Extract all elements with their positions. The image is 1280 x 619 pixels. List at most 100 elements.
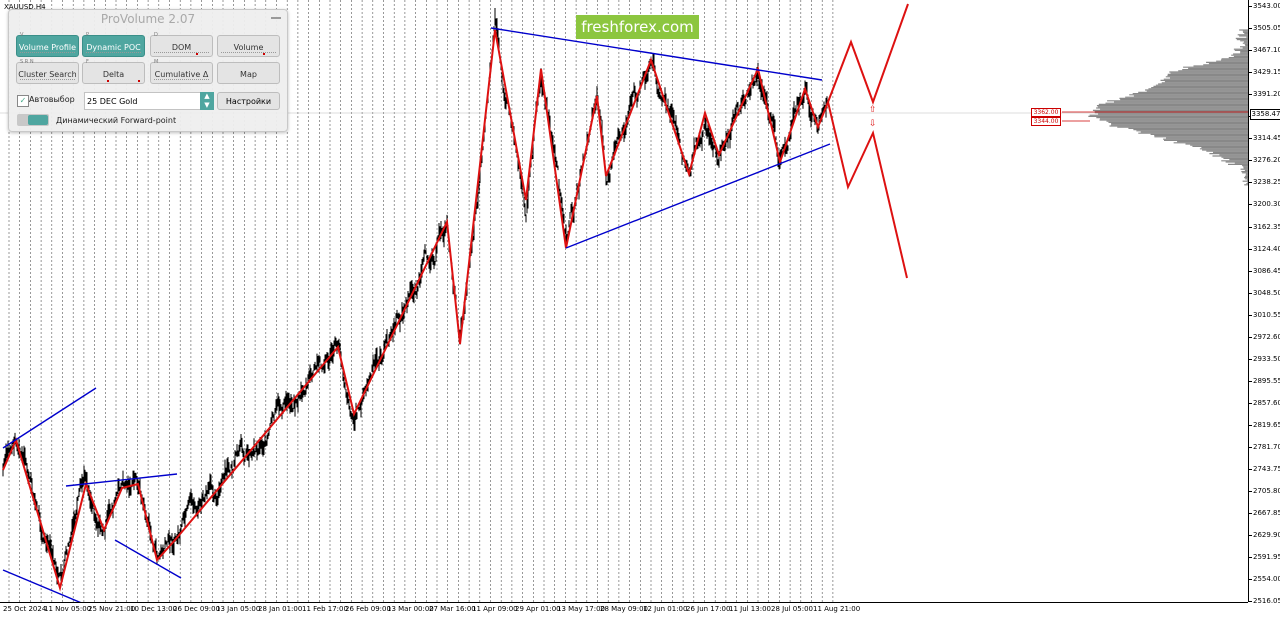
trendline [565, 143, 831, 249]
price-tick-label: 3467.10 [1249, 46, 1280, 55]
price-tick-label: 3314.45 [1249, 134, 1280, 143]
status-dot [107, 80, 109, 82]
price-tick-label: 3086.45 [1249, 266, 1280, 275]
panel-title: ProVolume 2.07 [100, 12, 196, 26]
dom-button[interactable]: D DOM [150, 32, 213, 57]
price-tick-label: 3543.00 [1249, 2, 1280, 10]
price-tick-label: 3238.25 [1249, 178, 1280, 187]
button-label: Map [240, 70, 257, 79]
hotkey-label: F [86, 59, 89, 65]
hotkey-label: V [20, 32, 24, 38]
time-tick-label: 25 Nov 21:00 [88, 605, 136, 613]
price-tick-label: 3505.05 [1249, 24, 1280, 33]
current-price-label: 3358.47 [1250, 109, 1280, 120]
price-tick-label: 2933.50 [1249, 354, 1280, 363]
zigzag-line [2, 29, 829, 592]
status-dot [263, 53, 265, 55]
time-tick-label: 27 Mar 16:00 [429, 605, 476, 613]
cumulative-delta-button[interactable]: M Cumulative Δ [150, 59, 213, 84]
auto-select-label: Автовыбор [29, 95, 75, 104]
chart-area[interactable]: ⇧ ⇩ XAUUSD,H4 freshforex.com 3362.00 3344… [0, 0, 1248, 602]
cluster-search-button[interactable]: S R N Cluster Search [16, 59, 79, 84]
price-tick-label: 2516.05 [1249, 597, 1280, 606]
button-label: Dynamic POC [86, 43, 141, 52]
volume-profile-button[interactable]: V Volume Profile [16, 32, 79, 57]
arrow-down-icon: ⇩ [869, 119, 877, 129]
time-tick-label: 12 Jun 01:00 [643, 605, 688, 613]
forward-point-label: Динамический Forward-point [56, 116, 177, 125]
price-tick-label: 2591.95 [1249, 553, 1280, 562]
dynamic-poc-button[interactable]: P Dynamic POC [82, 32, 145, 57]
time-tick-label: 29 Apr 01:00 [515, 605, 561, 613]
status-dot [196, 53, 198, 55]
volume-button[interactable]: Volume [217, 35, 280, 57]
forecast-bearish-line [827, 101, 908, 279]
price-tick-label: 2857.60 [1249, 398, 1280, 407]
symbol-label: XAUUSD,H4 [4, 3, 46, 11]
status-dot [138, 80, 140, 82]
time-tick-label: 11 Feb 17:00 [302, 605, 348, 613]
time-tick-label: 13 Jan 05:00 [216, 605, 261, 613]
button-label: Delta [102, 70, 125, 79]
price-tick-label: 2781.70 [1249, 443, 1280, 451]
trendline [2, 387, 97, 449]
chevron-updown-icon[interactable]: ▲ ▼ [200, 92, 214, 110]
forward-point-toggle[interactable] [17, 114, 49, 126]
settings-button[interactable]: Настройки [217, 92, 280, 110]
arrow-up-icon: ⇧ [869, 105, 877, 115]
price-tick-label: 2819.65 [1249, 420, 1280, 429]
divider [20, 52, 75, 55]
price-tick-label: 3276.20 [1249, 156, 1280, 165]
time-tick-label: 11 Aug 21:00 [813, 605, 861, 613]
button-label: Cumulative Δ [154, 70, 209, 79]
divider [154, 79, 209, 82]
price-tick-label: 2972.60 [1249, 332, 1280, 341]
price-tick-label: 2743.75 [1249, 465, 1280, 474]
time-tick-label: 11 Jul 13:00 [729, 605, 771, 613]
price-tick-label: 2554.00 [1249, 575, 1280, 584]
toggle-knob [28, 115, 48, 125]
trendline [114, 539, 182, 579]
price-axis[interactable]: 3543.003505.053467.103429.153391.203353.… [1248, 0, 1280, 606]
time-tick-label: 26 Dec 09:00 [173, 605, 221, 613]
provolume-panel[interactable]: ProVolume 2.07 V Volume Profile P Dynamic … [8, 9, 288, 132]
time-tick-label: 28 Jan 01:00 [258, 605, 303, 613]
button-label: DOM [171, 43, 192, 52]
forecast-bullish-line [827, 3, 909, 105]
poc-label-lower: 3344.00 [1031, 117, 1061, 126]
trendline [65, 473, 178, 487]
price-tick-label: 3162.35 [1249, 222, 1280, 231]
minimize-icon[interactable] [271, 17, 281, 19]
price-tick-label: 2629.90 [1249, 531, 1280, 540]
price-tick-label: 3048.50 [1249, 288, 1280, 297]
freshforex-watermark: freshforex.com [576, 15, 699, 39]
hotkey-label: S R N [20, 59, 34, 65]
map-button[interactable]: Map [217, 62, 280, 84]
symbol-select[interactable]: 25 DEC Gold [84, 92, 212, 110]
button-label: Volume [233, 43, 264, 52]
divider [20, 79, 75, 82]
time-tick-label: 11 Apr 09:00 [472, 605, 518, 613]
trendline [2, 569, 82, 602]
divider [221, 52, 276, 55]
auto-select-checkbox[interactable]: ✓ [17, 95, 29, 107]
divider [154, 52, 209, 55]
divider [86, 52, 141, 55]
time-tick-label: 26 Jun 17:00 [686, 605, 731, 613]
hotkey-label: D [154, 32, 158, 38]
price-tick-label: 2667.85 [1249, 509, 1280, 518]
time-tick-label: 13 Mar 00:00 [387, 605, 434, 613]
time-tick-label: 11 Nov 05:00 [44, 605, 92, 613]
poc-label-upper: 3362.00 [1031, 108, 1061, 117]
trendline [490, 27, 823, 81]
button-label: Cluster Search [18, 70, 77, 79]
price-tick-label: 2895.55 [1249, 376, 1280, 385]
time-tick-label: 13 May 17:00 [557, 605, 606, 613]
time-tick-label: 10 Dec 13:00 [130, 605, 178, 613]
price-tick-label: 3429.15 [1249, 68, 1280, 77]
price-tick-label: 2705.80 [1249, 487, 1280, 496]
button-label: Volume Profile [18, 43, 77, 52]
price-tick-label: 3200.30 [1249, 200, 1280, 209]
delta-button[interactable]: F Delta [82, 59, 145, 84]
time-axis[interactable]: 25 Oct 2024 11 Nov 05:00 25 Nov 21:00 10 De… [0, 602, 1248, 619]
